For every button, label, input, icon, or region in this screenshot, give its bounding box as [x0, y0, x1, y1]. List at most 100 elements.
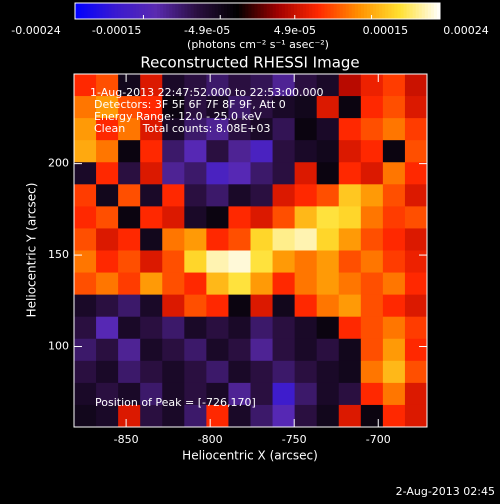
colorbar-swatch: [297, 3, 301, 19]
heatmap-cell: [404, 360, 428, 384]
colorbar-swatch: [315, 3, 319, 19]
heatmap-cell: [250, 96, 274, 119]
heatmap-cell: [184, 118, 207, 141]
colorbar-swatch: [245, 3, 249, 19]
heatmap-cell: [404, 184, 428, 207]
colorbar-swatch: [397, 3, 401, 19]
colorbar-swatch: [205, 3, 210, 19]
heatmap-cell: [382, 382, 406, 406]
heatmap-cell: [272, 404, 296, 428]
heatmap-cell: [404, 74, 428, 97]
colorbar-swatch: [99, 3, 103, 19]
colorbar-swatch: [406, 3, 411, 19]
heatmap-cell: [184, 96, 207, 119]
colorbar-swatch: [327, 3, 331, 19]
heatmap-cell: [118, 360, 141, 384]
colorbar-swatch: [217, 3, 222, 19]
heatmap-cell: [360, 338, 384, 362]
heatmap-cell: [118, 272, 141, 296]
heatmap-cell: [184, 228, 207, 251]
y-tick-label: 100: [48, 340, 69, 353]
heatmap-cell: [294, 162, 318, 185]
heatmap-cell: [316, 140, 340, 163]
heatmap-cell: [96, 96, 119, 119]
heatmap-cell: [338, 294, 362, 318]
colorbar-swatch: [415, 3, 420, 19]
heatmap-cell: [228, 382, 251, 406]
colorbar-swatch: [284, 3, 289, 19]
colorbar-swatch: [290, 3, 295, 19]
heatmap-cell: [360, 162, 384, 185]
colorbar-swatch: [254, 3, 258, 19]
heatmap-cell: [206, 360, 229, 384]
heatmap-cell: [360, 382, 384, 406]
heatmap-cell: [96, 118, 119, 141]
heatmap-cell: [360, 184, 384, 207]
colorbar: -0.00024 -0.00015 -4.9e-05 4.9e-05 0.00015 0.…: [11, 2, 489, 37]
heatmap-cell: [316, 184, 340, 207]
colorbar-swatch: [108, 3, 112, 19]
colorbar-swatch: [430, 3, 435, 19]
heatmap-cell: [404, 96, 428, 119]
colorbar-swatch: [202, 3, 207, 19]
heatmap-cell: [360, 404, 384, 428]
colorbar-swatch: [360, 3, 365, 19]
colorbar-swatch: [196, 3, 201, 19]
heatmap-cell: [382, 404, 406, 428]
heatmap-cell: [272, 338, 296, 362]
colorbar-swatch: [348, 3, 353, 19]
heatmap-cell: [74, 404, 97, 428]
heatmap-cell: [382, 360, 406, 384]
colorbar-label: (photons cm⁻² s⁻¹ asec⁻²): [187, 38, 329, 51]
colorbar-swatch: [303, 3, 307, 19]
heatmap-cell: [404, 206, 428, 229]
colorbar-swatch: [120, 3, 125, 19]
colorbar-swatch: [385, 3, 389, 19]
colorbar-swatch: [436, 3, 441, 19]
heatmap-cell: [382, 228, 406, 251]
colorbar-swatch: [221, 3, 225, 19]
heatmap-cell: [96, 184, 119, 207]
heatmap-cell: [272, 118, 296, 141]
heatmap-cell: [294, 404, 318, 428]
heatmap-cell: [250, 338, 274, 362]
heatmap-cell: [184, 338, 207, 362]
heatmap-cell: [184, 162, 207, 185]
colorbar-swatch: [132, 3, 137, 19]
heatmap-cell: [316, 316, 340, 340]
heatmap-cell: [74, 316, 97, 340]
heatmap-cell: [382, 338, 406, 362]
colorbar-swatch: [84, 3, 88, 19]
colorbar-swatch: [144, 3, 149, 19]
heatmap-cell: [118, 140, 141, 163]
heatmap-cell: [316, 96, 340, 119]
x-tick-label: -700: [366, 433, 391, 446]
heatmap-cell: [140, 140, 163, 163]
heatmap-cell: [294, 272, 318, 296]
colorbar-swatch: [269, 3, 274, 19]
heatmap-cell: [140, 206, 163, 229]
colorbar-swatch: [333, 3, 338, 19]
heatmap-cell: [184, 360, 207, 384]
colorbar-swatch: [263, 3, 268, 19]
heatmap-cell: [338, 140, 362, 163]
heatmap-cell: [206, 316, 229, 340]
heatmap-cell: [338, 206, 362, 229]
heatmap-cell: [360, 228, 384, 251]
y-tick-label: 150: [48, 248, 69, 261]
heatmap-cell: [316, 338, 340, 362]
heatmap-cell: [272, 74, 296, 97]
colorbar-tick-label: -0.00024: [11, 24, 60, 37]
heatmap-cell: [162, 316, 185, 340]
colorbar-swatch: [367, 3, 371, 19]
heatmap-cell: [118, 96, 141, 119]
heatmap-cell: [184, 250, 207, 274]
colorbar-swatch: [96, 3, 100, 19]
heatmap-cell: [360, 96, 384, 119]
colorbar-swatch: [275, 3, 280, 19]
heatmap-cell: [382, 96, 406, 119]
heatmap-cell: [162, 382, 185, 406]
heatmap-cell: [316, 360, 340, 384]
heatmap-cell: [360, 272, 384, 296]
heatmap-cell: [206, 272, 229, 296]
